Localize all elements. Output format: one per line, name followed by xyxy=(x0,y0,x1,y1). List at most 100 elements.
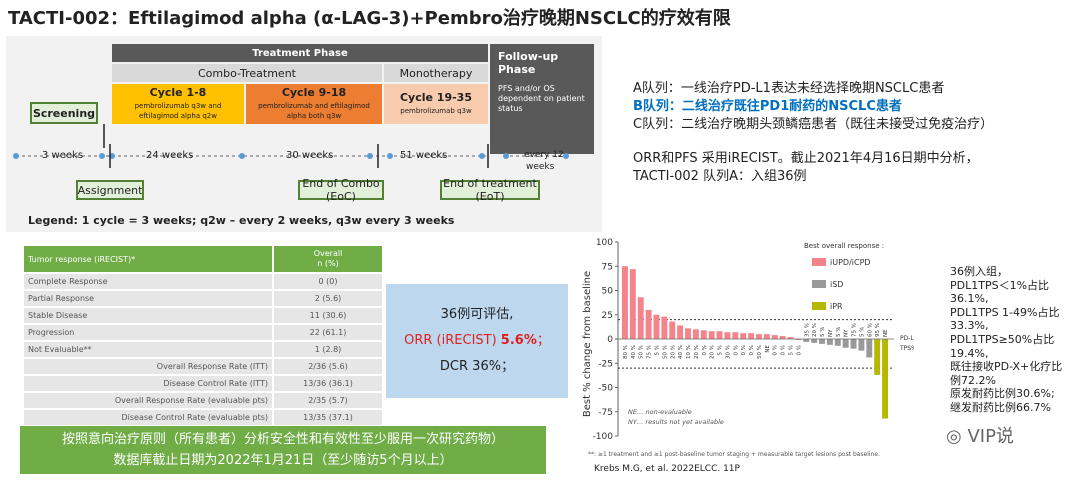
timeline-dots xyxy=(13,153,569,159)
legend-label: iSD xyxy=(830,280,843,289)
bar-label: 0 % xyxy=(796,345,802,355)
schema-legend: Legend: 1 cycle = 3 weeks; q2w – every 2… xyxy=(28,214,455,227)
bar-label: 5 % xyxy=(859,327,865,337)
followup-heading: Follow-up Phase xyxy=(498,50,559,76)
chart-bar xyxy=(803,339,810,342)
chart-bar xyxy=(708,331,715,339)
table-row: Partial Response 2 (5.6) xyxy=(24,291,382,306)
chart-bar xyxy=(763,334,770,339)
table-row: Disease Control Rate (evaluable pts) 13/3… xyxy=(24,410,382,425)
timeline-dot xyxy=(367,153,373,159)
chart-bar xyxy=(637,297,644,339)
table-body: Complete Response 0 (0) Partial Response 2 … xyxy=(24,274,382,425)
cohort-a: A队列：一线治疗PD-L1表达未经选择晚期NSCLC患者 xyxy=(633,81,945,96)
banner-line-2: 数据库截止日期为2022年1月21日（至少随访5个月以上） xyxy=(113,453,453,468)
legend-title: Best overall response : xyxy=(804,242,884,250)
table-cell-label: Overall Response Rate (ITT) xyxy=(24,359,272,374)
chart-bar xyxy=(882,339,889,419)
table-cell-label: Disease Control Rate (evaluable pts) xyxy=(24,410,272,425)
table-header-label: Tumor response (iRECIST)* xyxy=(24,246,272,272)
tps-label: TPS% xyxy=(899,345,914,352)
tumor-response-table: Tumor response (iRECIST)* Overall n (%) … xyxy=(24,246,382,427)
chart-bar xyxy=(692,329,699,339)
cycle-1-8-line2: eftilagimod alpha q2w xyxy=(139,111,217,120)
itt-banner: 按照意向治疗原则（所有患者）分析安全性和有效性至少服用一次研究药物） 数据库截止… xyxy=(20,426,546,474)
chart-bar xyxy=(874,339,881,375)
table-cell-label: Progression xyxy=(24,325,272,340)
sidebar-line: 继发耐药比例66.7% xyxy=(950,400,1051,414)
chart-bar xyxy=(795,339,802,340)
timeline-label-5: every 12 xyxy=(524,150,564,160)
table-row: Overall Response Rate (ITT) 2/36 (5.6) xyxy=(24,359,382,374)
cycle-9-18-line2: alpha both q3w xyxy=(286,111,342,120)
chart-bar xyxy=(819,339,825,344)
waterfall-svg: 100 75 50 25 0 -25 -50 -75 -100 Best % change fro… xyxy=(582,238,918,458)
bar-label: 10 % xyxy=(686,345,692,359)
table-header-overall: Overall n (%) xyxy=(274,246,382,272)
table-row: Complete Response 0 (0) xyxy=(24,274,382,289)
y-tick-label: 0 xyxy=(607,335,613,345)
table-cell-label: Partial Response xyxy=(24,291,272,306)
cohort-b: B队列：二线治疗既往PD1耐药的NSCLC患者 xyxy=(633,99,902,114)
y-tick-label: 50 xyxy=(602,287,614,297)
timeline-dot xyxy=(239,153,245,159)
analysis-note: ORR和PFS 采用iRECIST。截止2021年4月16日期中分析， xyxy=(633,151,979,166)
y-tick-label: 75 xyxy=(602,262,613,272)
chart-bar xyxy=(700,330,707,339)
table-cell-value: 2/35 (5.7) xyxy=(274,393,382,408)
bar-label: 5 % xyxy=(820,327,826,337)
chart-bar xyxy=(716,331,723,339)
bar-label: 20 % xyxy=(670,345,676,359)
assignment-box: Assignment xyxy=(76,180,144,200)
timeline-label-6: weeks xyxy=(526,162,555,172)
chart-bar xyxy=(748,333,755,339)
sidebar-line: 36.1%, xyxy=(950,292,989,306)
chart-bar xyxy=(645,309,652,339)
cycle-1-8-line1: pembrolizumab q3w and xyxy=(134,101,222,110)
orr-sep: ； xyxy=(536,333,550,348)
timeline-dot xyxy=(13,153,19,159)
cycle-19-35-line1: pembrolizumab q3w xyxy=(400,106,472,115)
table-row: Disease Control Rate (ITT) 13/36 (36.1) xyxy=(24,376,382,391)
table-cell-value: 11 (30.6) xyxy=(274,308,382,323)
sidebar-line: 例72.2% xyxy=(950,373,996,387)
table-cell-label: Not Evaluable** xyxy=(24,342,272,357)
timeline-label-2: 24 weeks xyxy=(146,150,194,161)
legend-label: iUPD/iCPD xyxy=(830,258,871,267)
y-axis-label: Best % change from baseline xyxy=(582,271,593,417)
bar-label: 50 % xyxy=(639,345,645,359)
sidebar-line: 33.3%, xyxy=(950,319,989,333)
bar-label: 5 % xyxy=(836,327,842,337)
table-cell-value: 1 (2.8) xyxy=(274,342,382,357)
chart-bar xyxy=(622,266,628,339)
wechat-icon: ◎ xyxy=(946,426,962,447)
chart-bar xyxy=(677,325,684,339)
end-of-treatment-box: End of treatment (EoT) xyxy=(440,177,540,203)
table-header-overall-1: Overall xyxy=(313,249,343,258)
timeline-dot xyxy=(479,153,485,159)
citation: Krebs M.G, et al. 2022ELCC. 11P xyxy=(594,464,740,474)
bar-label: 0 % xyxy=(749,345,755,355)
followup-phase-box: Follow-up Phase PFS and/or OS dependent … xyxy=(490,44,594,154)
chart-bar xyxy=(842,339,849,348)
timeline-label-3: 30 weeks xyxy=(286,150,334,161)
bar-label: 0 % xyxy=(773,345,779,355)
bar-label: 5 % xyxy=(788,345,794,355)
chart-bar xyxy=(724,332,731,339)
chart-bar xyxy=(858,339,865,351)
legend-swatch xyxy=(812,302,826,310)
cycle-1-8-heading: Cycle 1-8 xyxy=(149,85,207,99)
sidebar-line: PDL1TPS 1-49%占比 xyxy=(950,305,1060,319)
sidebar-line: PDL1TPS＜1%占比 xyxy=(950,278,1050,292)
result-line-2: ORR (iRECIST) 5.6%； xyxy=(404,328,550,354)
bar-label: 5 % xyxy=(654,345,660,355)
table-cell-label: Overall Response Rate (evaluable pts) xyxy=(24,393,272,408)
result-line-3: DCR 36%； xyxy=(439,359,515,374)
y-tick-label: 25 xyxy=(602,311,613,321)
followup-text-1: PFS and/or OS xyxy=(498,84,555,93)
bar-label: NE xyxy=(883,329,889,337)
watermark-text: VIP说 xyxy=(967,426,1014,447)
screening-box: Screening xyxy=(30,102,98,124)
legend-swatch xyxy=(812,280,826,288)
banner-line-1: 按照意向治疗原则（所有患者）分析安全性和有效性至少服用一次研究药物） xyxy=(61,432,504,447)
